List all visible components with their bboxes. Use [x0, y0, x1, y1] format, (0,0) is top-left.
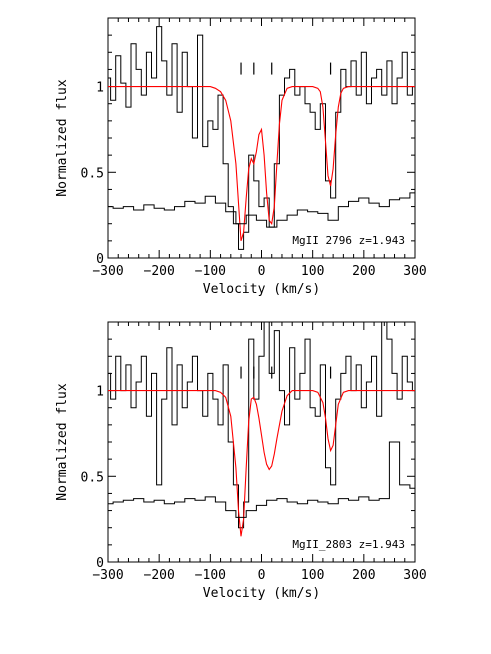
- x-tick-label: 200: [352, 568, 375, 583]
- error-spectrum-histogram: [108, 441, 415, 518]
- x-tick-label: −300: [92, 568, 123, 583]
- x-tick-label: −100: [195, 568, 226, 583]
- y-tick-label: 0.5: [81, 470, 104, 485]
- x-tick-label: −200: [144, 264, 175, 279]
- x-tick-label: 100: [301, 264, 324, 279]
- x-tick-label: 200: [352, 264, 375, 279]
- y-axis-title: Normalized flux: [55, 383, 70, 501]
- y-tick-label: 0: [96, 252, 104, 267]
- plot-frame: [107, 321, 416, 563]
- x-tick-label: 0: [258, 568, 266, 583]
- x-axis-title: Velocity (km/s): [203, 586, 320, 601]
- y-tick-label: 1: [96, 81, 104, 96]
- x-tick-label: −100: [195, 264, 226, 279]
- x-tick-label: −300: [92, 264, 123, 279]
- y-tick-label: 1: [96, 385, 104, 400]
- x-tick-label: 100: [301, 568, 324, 583]
- y-tick-label: 0.5: [81, 166, 104, 181]
- plot-frame: [107, 17, 416, 259]
- x-axis-title: Velocity (km/s): [203, 282, 320, 297]
- x-tick-label: 300: [403, 264, 426, 279]
- panel-mgii-2803: −300 −200 −100 0 100 200 300 0 0.5 1 Velocity (km/…: [55, 321, 427, 601]
- flux-data-histogram: [108, 26, 415, 250]
- error-spectrum-histogram: [108, 192, 415, 228]
- transition-label: MgII 2796 z=1.943: [292, 234, 405, 247]
- flux-data-histogram: [108, 322, 415, 529]
- voigt-fit-curve: [108, 86, 415, 242]
- x-tick-label: 300: [403, 568, 426, 583]
- y-tick-label: 0: [96, 556, 104, 571]
- transition-label: MgII_2803 z=1.943: [292, 538, 405, 551]
- x-tick-label: −200: [144, 568, 175, 583]
- panel-mgii-2796: −300 −200 −100 0 100 200 300 0 0.5 1 Velocity (km/…: [55, 17, 427, 297]
- x-tick-label: 0: [258, 264, 266, 279]
- y-axis-title: Normalized flux: [55, 79, 70, 197]
- voigt-fit-curve: [108, 390, 415, 537]
